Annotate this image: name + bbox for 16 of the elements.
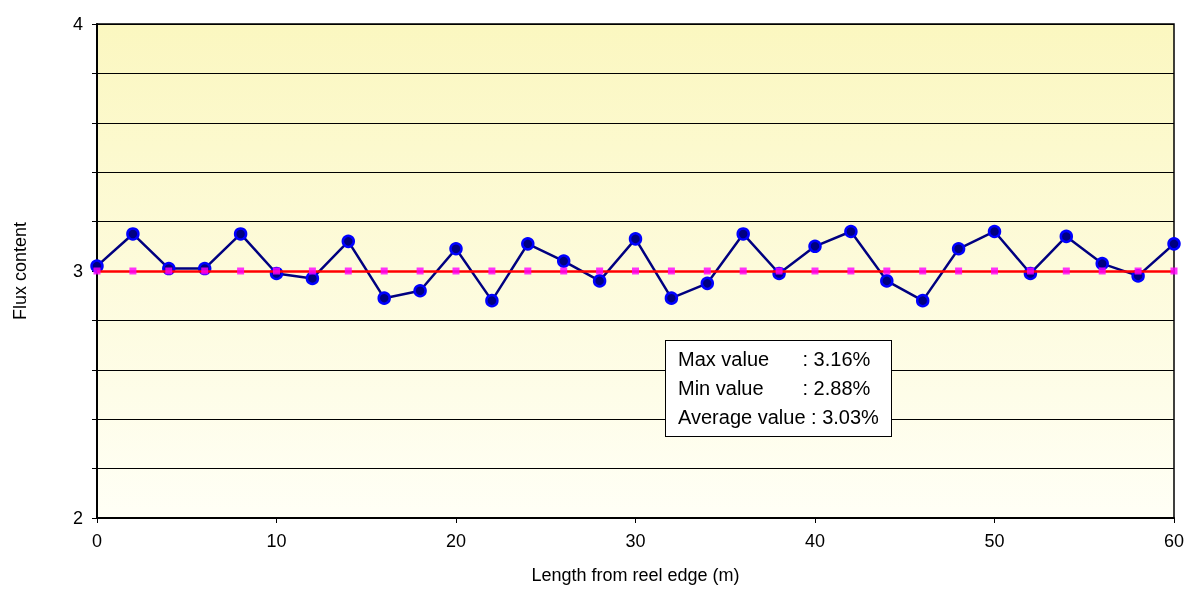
annotation: Min value : 2.88% [678,376,872,401]
x-tick-label: 20 [445,531,467,551]
note-box: Max value : 3.16% Min value : 2.88% Average value : 3.03% [665,340,892,437]
x-tick-label: 10 [266,531,287,551]
y-tick-label: 2 [72,508,83,528]
annotation: Average value : 3.03% [678,405,879,430]
y-axis-title: Flux content [10,221,30,321]
x-tick-label: 30 [625,531,646,551]
x-tick-label: 50 [984,531,1005,551]
annotation: Max value : 3.16% [678,347,872,372]
x-axis-title: Length from reel edge (m) [531,565,740,585]
x-tick-label: 60 [1163,531,1185,551]
x-tick-label: 40 [804,531,826,551]
y-tick-label: 4 [72,14,83,34]
x-tick-label: 0 [91,531,103,551]
y-tick-label: 3 [72,261,83,281]
